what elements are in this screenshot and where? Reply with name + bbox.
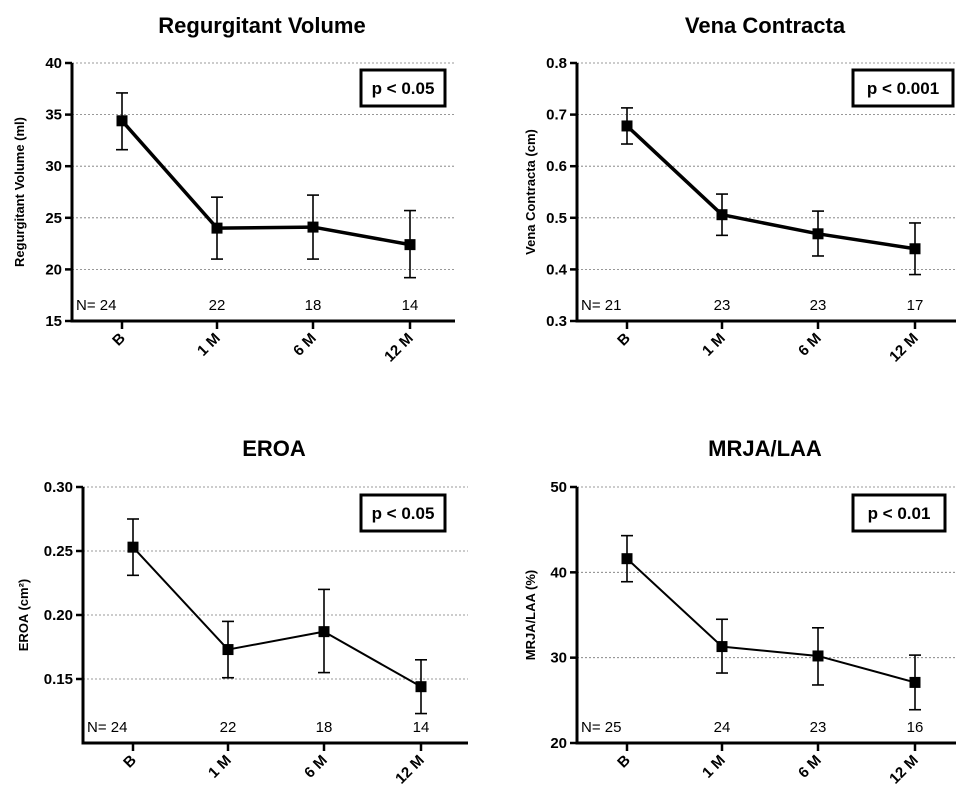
x-tick-label: 6 M	[301, 752, 331, 782]
data-point-marker	[621, 553, 633, 565]
y-tick-label: 0.20	[44, 607, 73, 624]
n-count-label: 23	[810, 297, 827, 314]
x-tick-label: B	[109, 330, 129, 350]
data-point-marker	[318, 626, 330, 638]
n-count-label: 23	[810, 719, 827, 736]
data-point-marker	[222, 644, 234, 656]
chart-title: MRJA/LAA	[708, 436, 822, 461]
n-count-label: 24	[714, 719, 731, 736]
series-line	[625, 124, 916, 251]
y-axis-label: EROA (cm²)	[16, 579, 31, 651]
chart-title: EROA	[242, 436, 306, 461]
y-tick-label: 40	[45, 55, 62, 72]
x-tick-label: 12 M	[886, 330, 922, 366]
x-tick-label: 1 M	[205, 752, 235, 782]
axis-frame	[575, 487, 956, 745]
y-tick-label: 0.8	[546, 55, 567, 72]
p-value-label: p < 0.01	[868, 504, 931, 523]
series-line	[626, 557, 916, 684]
x-tick-label: 6 M	[795, 752, 825, 782]
data-point-marker	[621, 120, 633, 132]
p-value-box	[851, 493, 947, 533]
x-tick-label: 1 M	[699, 752, 729, 782]
series-line	[132, 546, 422, 688]
n-count-label: 16	[907, 719, 924, 736]
data-point-marker	[716, 641, 728, 653]
x-tick-label: B	[614, 330, 634, 350]
y-tick-label: 20	[550, 735, 567, 752]
x-tick-label: 6 M	[795, 330, 825, 360]
y-tick-label: 20	[45, 261, 62, 278]
data-point-marker	[404, 239, 416, 251]
data-point-marker	[716, 209, 728, 221]
p-value-box	[359, 68, 447, 108]
x-tick-label: 12 M	[381, 330, 417, 366]
n-count-label: 14	[413, 719, 430, 736]
axis-frame	[575, 63, 956, 323]
chart-panel: Regurgitant Volume 15 20 25 30 35 40 Regurgitan…	[12, 13, 455, 365]
axis-frame	[70, 63, 455, 323]
n-count-label: 22	[220, 719, 237, 736]
y-tick-label: 0.7	[546, 107, 567, 124]
x-tick-label: 12 M	[886, 752, 922, 788]
p-value-box	[359, 493, 447, 533]
y-tick-label: 0.25	[44, 543, 73, 560]
n-count-label: 22	[209, 297, 226, 314]
p-value-box	[851, 68, 955, 108]
chart-title: Regurgitant Volume	[158, 13, 365, 38]
x-tick-label: 12 M	[392, 752, 428, 788]
n-count-label: N= 25	[581, 719, 621, 736]
axis-frame	[81, 487, 468, 745]
chart-panel: Vena Contracta 0.3 0.4 0.5 0.6 0.7 0.8 Vena Con…	[523, 13, 956, 365]
y-tick-label: 35	[45, 107, 62, 124]
data-point-marker	[909, 243, 921, 255]
n-count-label: 23	[714, 297, 731, 314]
n-count-label: N= 24	[76, 297, 116, 314]
n-count-label: 18	[316, 719, 333, 736]
n-count-label: 14	[402, 297, 419, 314]
y-tick-label: 0.15	[44, 671, 73, 688]
y-tick-label: 0.5	[546, 210, 567, 227]
chart-title: Vena Contracta	[685, 13, 846, 38]
x-tick-label: 1 M	[194, 330, 224, 360]
y-axis-label: MRJA/LAA (%)	[523, 570, 538, 661]
n-count-label: 17	[907, 297, 924, 314]
y-tick-label: 0.30	[44, 479, 73, 496]
data-point-marker	[211, 222, 223, 234]
data-point-marker	[909, 676, 921, 688]
y-tick-label: 0.4	[546, 261, 568, 278]
data-point-marker	[812, 228, 824, 240]
p-value-label: p < 0.05	[372, 504, 435, 523]
chart-panel: EROA 0.15 0.20 0.25 0.30 EROA (cm²) B 1 M 6 M 12 …	[16, 436, 468, 787]
data-point-marker	[116, 115, 128, 127]
x-tick-label: B	[614, 752, 634, 772]
y-tick-label: 25	[45, 210, 62, 227]
p-value-label: p < 0.001	[867, 79, 939, 98]
y-axis-label: Vena Contracta (cm)	[523, 129, 538, 255]
x-tick-label: 6 M	[290, 330, 320, 360]
n-count-label: 18	[305, 297, 322, 314]
y-tick-label: 0.6	[546, 158, 567, 175]
x-tick-label: B	[120, 752, 140, 772]
y-tick-label: 0.3	[546, 313, 567, 330]
series-line	[120, 119, 411, 247]
y-tick-label: 30	[550, 650, 567, 667]
y-axis-label: Regurgitant Volume (ml)	[12, 117, 27, 267]
p-value-label: p < 0.05	[372, 79, 435, 98]
y-tick-label: 40	[550, 564, 567, 581]
n-count-label: N= 21	[581, 297, 621, 314]
y-tick-label: 30	[45, 158, 62, 175]
chart-panel: MRJA/LAA 20 30 40 50 MRJA/LAA (%) B 1 M 6 M 12 M N…	[523, 436, 956, 787]
data-point-marker	[307, 221, 319, 233]
data-point-marker	[415, 681, 427, 693]
data-point-marker	[812, 650, 824, 662]
x-tick-label: 1 M	[699, 330, 729, 360]
data-point-marker	[127, 541, 139, 553]
y-tick-label: 15	[45, 313, 62, 330]
y-tick-label: 50	[550, 479, 567, 496]
n-count-label: N= 24	[87, 719, 127, 736]
